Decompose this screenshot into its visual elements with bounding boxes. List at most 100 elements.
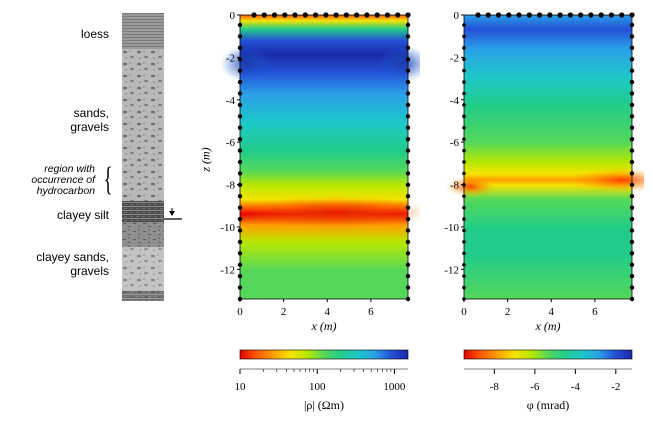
y-tick-label: -6 bbox=[226, 137, 236, 149]
colorbar-tick-label: -2 bbox=[611, 381, 620, 393]
electrode-top bbox=[475, 12, 481, 18]
electrode-left bbox=[462, 137, 466, 141]
electrode-top bbox=[619, 12, 625, 18]
electrode-top bbox=[251, 12, 257, 18]
electrode-side bbox=[405, 68, 411, 73]
water-table-icon bbox=[163, 207, 183, 228]
electrode-left bbox=[462, 217, 466, 221]
electrode-left bbox=[237, 239, 243, 245]
electrode-side bbox=[629, 171, 635, 176]
x-tick-label: 0 bbox=[237, 306, 243, 318]
electrode-top bbox=[364, 12, 370, 18]
label-clayey-sands-1: clayey sands, bbox=[36, 250, 109, 264]
y-tick-label: 0 bbox=[230, 10, 236, 22]
y-tick-label: -12 bbox=[220, 264, 235, 276]
electrode-side bbox=[405, 296, 411, 302]
phase-anomaly-right bbox=[566, 168, 644, 193]
electrode-top bbox=[395, 12, 401, 18]
electrode-side bbox=[629, 159, 635, 165]
electrode-side bbox=[629, 45, 635, 51]
y-tick-label: -8 bbox=[226, 180, 236, 192]
electrode-left bbox=[462, 205, 466, 210]
electrode-top bbox=[598, 12, 604, 18]
electrode-left bbox=[462, 194, 466, 199]
electrode-side bbox=[405, 194, 411, 199]
electrode-side bbox=[405, 114, 411, 119]
electrode-top bbox=[629, 12, 635, 18]
colorbar-gradient bbox=[239, 349, 409, 360]
electrode-top bbox=[537, 12, 543, 18]
heatmap-field bbox=[464, 15, 632, 299]
electrode-left bbox=[237, 228, 243, 233]
electrode-side bbox=[629, 296, 635, 302]
resistivity-section-chart: 0 -2 -4 -6 -8 -10 -12 0 2 4 6 x (m) bbox=[220, 10, 420, 333]
y-tick-label: -8 bbox=[450, 180, 460, 192]
x-tick-label: 6 bbox=[592, 306, 598, 318]
electrode-side bbox=[629, 22, 635, 28]
label-region-1: region with bbox=[44, 163, 95, 175]
electrode-side bbox=[629, 68, 635, 73]
electrode-top bbox=[608, 12, 615, 18]
colorbar-gradient bbox=[463, 349, 633, 360]
electrode-top bbox=[405, 12, 411, 18]
electrode-left bbox=[237, 285, 243, 290]
y-tick-label: -4 bbox=[226, 95, 236, 107]
electrode-top bbox=[578, 12, 584, 18]
electrode-left bbox=[462, 34, 466, 39]
electrode-side bbox=[405, 45, 411, 51]
label-sands-gravels-2: gravels bbox=[70, 120, 109, 134]
electrode-left bbox=[237, 296, 243, 302]
electrode-left bbox=[237, 57, 243, 62]
electrode-side bbox=[405, 228, 411, 233]
electrode-side bbox=[405, 91, 411, 96]
electrode-side bbox=[629, 125, 635, 130]
electrode-left bbox=[462, 46, 466, 50]
lithology-column-graphic bbox=[122, 13, 164, 301]
electrode-left bbox=[237, 34, 243, 39]
electrode-side bbox=[405, 262, 411, 267]
electrode-left bbox=[237, 205, 243, 210]
phase-anomaly-left bbox=[445, 176, 496, 197]
electrode-left bbox=[237, 159, 243, 165]
resistivity-anomaly bbox=[241, 196, 420, 229]
label-loess: loess bbox=[80, 27, 109, 41]
electrode-side bbox=[405, 125, 411, 130]
electrode-top bbox=[495, 12, 502, 18]
low-zone-right bbox=[377, 45, 420, 82]
electrode-top bbox=[354, 12, 360, 18]
region-brace: { bbox=[103, 161, 113, 198]
colorbar-tick-label: -6 bbox=[530, 381, 540, 393]
electrode-side bbox=[405, 57, 411, 62]
electrode-side bbox=[629, 91, 635, 96]
resistivity-colorbar: 10 100 1000 |ρ| (Ωm) bbox=[235, 349, 409, 412]
electrode-left bbox=[462, 114, 466, 119]
electrode-top bbox=[282, 12, 288, 18]
electrode-side bbox=[629, 57, 635, 62]
electrode-left bbox=[462, 103, 466, 107]
y-tick-label: -10 bbox=[444, 222, 459, 234]
colorbar-tick-label: -8 bbox=[490, 381, 500, 393]
electrode-left bbox=[237, 182, 243, 188]
electrode-left bbox=[462, 240, 466, 244]
electrode-left bbox=[237, 114, 243, 119]
electrode-top bbox=[333, 12, 339, 18]
low-zone-left bbox=[220, 45, 273, 82]
x-tick-label: 6 bbox=[368, 306, 374, 318]
electrode-left bbox=[462, 183, 466, 187]
electrode-side bbox=[629, 239, 635, 245]
electrode-left bbox=[237, 273, 243, 279]
electrode-left bbox=[462, 274, 466, 278]
electrode-top bbox=[506, 12, 512, 18]
electrode-side bbox=[629, 285, 635, 290]
electrode-top bbox=[271, 12, 278, 18]
electrode-side bbox=[629, 102, 635, 108]
electrode-left bbox=[237, 125, 243, 130]
electrode-left bbox=[237, 194, 243, 199]
electrode-top bbox=[384, 12, 391, 18]
electrode-top bbox=[567, 12, 573, 18]
electrode-left bbox=[462, 125, 466, 130]
electrode-left bbox=[237, 171, 243, 176]
electrode-side bbox=[405, 205, 411, 210]
electrode-left bbox=[462, 262, 466, 267]
label-region-3: hydrocarbon bbox=[36, 185, 95, 197]
